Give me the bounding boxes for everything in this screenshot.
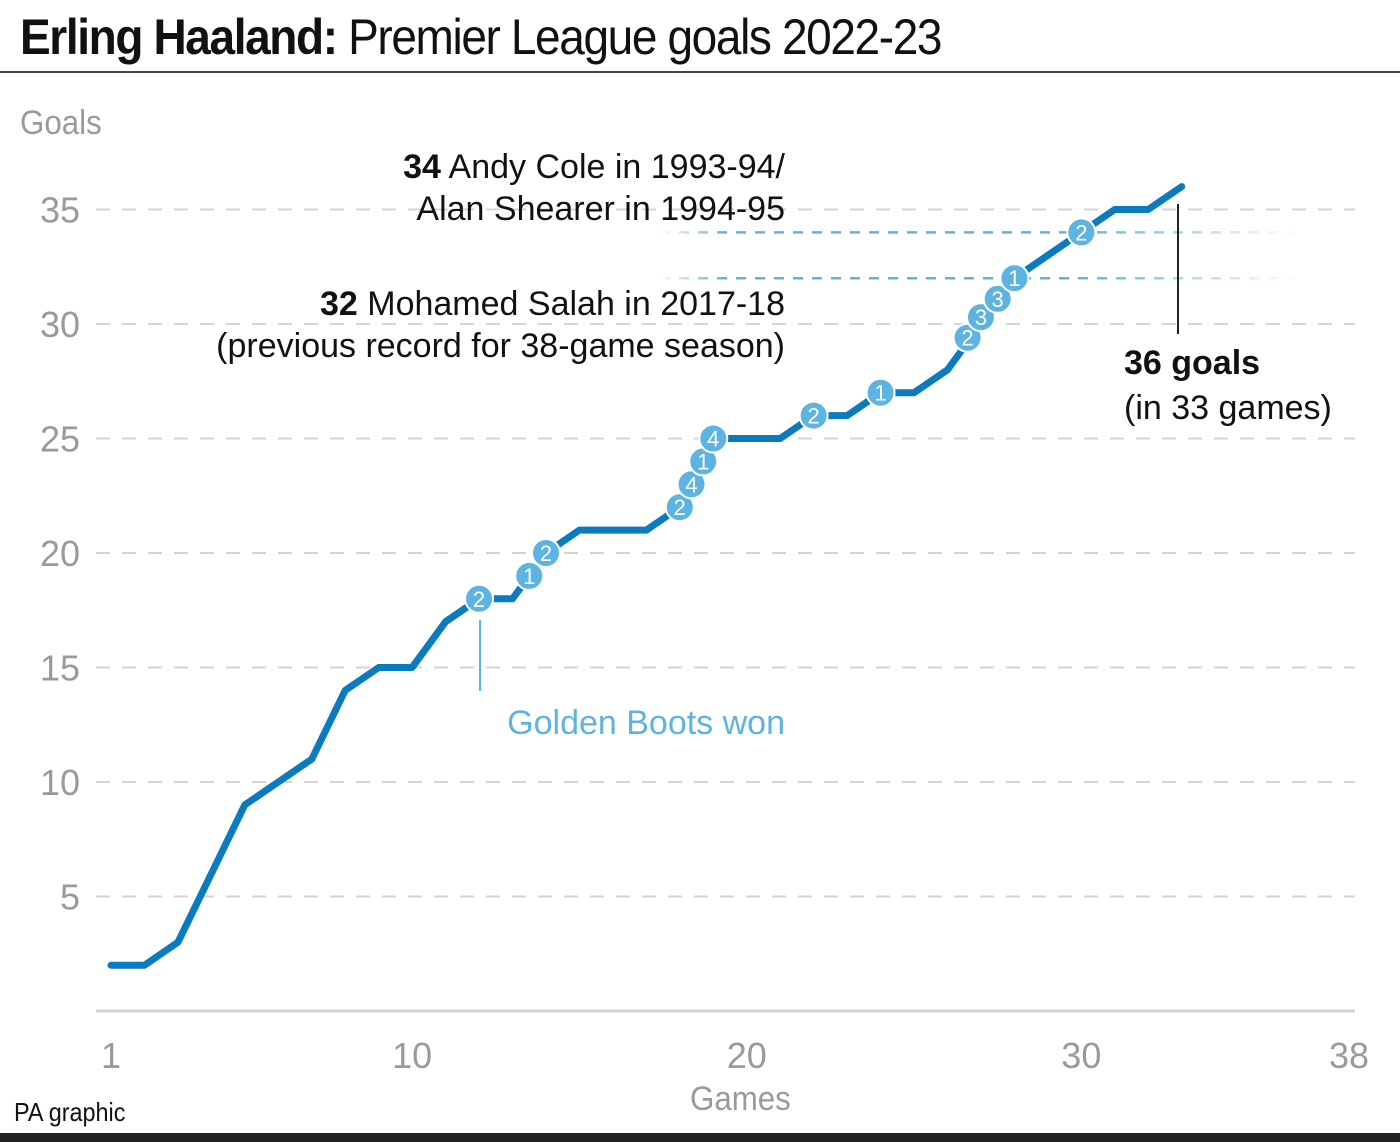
golden-boot-marker: 1 [688, 446, 719, 477]
source-credit: PA graphic [14, 1097, 126, 1127]
chart-title-rest: Premier League goals 2022-23 [336, 9, 942, 65]
total-games-label: (in 33 games) [1124, 389, 1332, 427]
title-divider [0, 71, 1400, 73]
golden-boot-marker: 2 [664, 492, 695, 523]
svg-text:2: 2 [808, 404, 820, 429]
y-tick-label: 15 [40, 648, 80, 689]
chart-title-bold: Erling Haaland: [20, 9, 338, 65]
x-axis-title: Games [690, 1080, 791, 1118]
golden-boot-marker: 2 [464, 583, 495, 614]
footer-bar [0, 1133, 1400, 1142]
total-goals-label: 36 goals [1124, 344, 1260, 382]
y-axis-ticks: 5 10 15 20 25 30 35 [40, 190, 80, 918]
svg-text:3: 3 [975, 305, 987, 330]
record-34-annotation-line2: Alan Shearer in 1994-95 [416, 190, 785, 228]
record-32-annotation: 32 Mohamed Salah in 2017-18 [320, 285, 785, 323]
x-axis-ticks: 1 10 20 30 38 [101, 1035, 1369, 1076]
y-tick-label: 25 [40, 419, 80, 460]
x-tick-label: 10 [392, 1035, 432, 1076]
svg-text:4: 4 [707, 427, 719, 452]
golden-boot-marker: 2 [798, 400, 829, 431]
x-tick-label: 20 [727, 1035, 767, 1076]
record-34-annotation: 34 Andy Cole in 1993-94/ [403, 148, 785, 186]
golden-boot-marker: 2 [530, 538, 561, 568]
record-32-annotation-line2: (previous record for 38-game season) [216, 327, 785, 365]
golden-boot-marker: 4 [698, 423, 729, 454]
svg-text:1: 1 [1008, 266, 1020, 291]
y-tick-label: 5 [60, 877, 80, 918]
svg-text:1: 1 [874, 381, 886, 406]
golden-boot-marker: 4 [676, 469, 707, 500]
svg-text:3: 3 [992, 287, 1004, 312]
golden-boot-marker: 1 [514, 560, 545, 591]
golden-boot-marker: 1 [865, 377, 896, 408]
y-axis-title: Goals [20, 104, 102, 142]
golden-boot-marker: 1 [999, 263, 1030, 294]
golden-boot-marker: 3 [982, 283, 1013, 314]
svg-text:2: 2 [961, 326, 973, 351]
svg-text:2: 2 [1075, 220, 1087, 245]
svg-text:2: 2 [473, 587, 485, 612]
golden-boot-marker: 2 [1066, 217, 1097, 248]
svg-text:4: 4 [685, 472, 697, 497]
x-tick-label: 30 [1061, 1035, 1101, 1076]
golden-boots-label: Golden Boots won [507, 704, 785, 742]
x-tick-label: 38 [1329, 1035, 1369, 1076]
svg-text:2: 2 [540, 541, 552, 566]
chart-title: Erling Haaland: Premier League goals 202… [20, 8, 942, 66]
x-tick-label: 1 [101, 1035, 121, 1076]
y-tick-label: 10 [40, 762, 80, 803]
svg-text:2: 2 [674, 495, 686, 520]
svg-text:1: 1 [697, 449, 709, 474]
y-tick-label: 20 [40, 533, 80, 574]
record-reference-lines [659, 231, 1301, 280]
y-tick-label: 35 [40, 190, 80, 231]
y-tick-label: 30 [40, 304, 80, 345]
svg-text:1: 1 [523, 564, 535, 589]
